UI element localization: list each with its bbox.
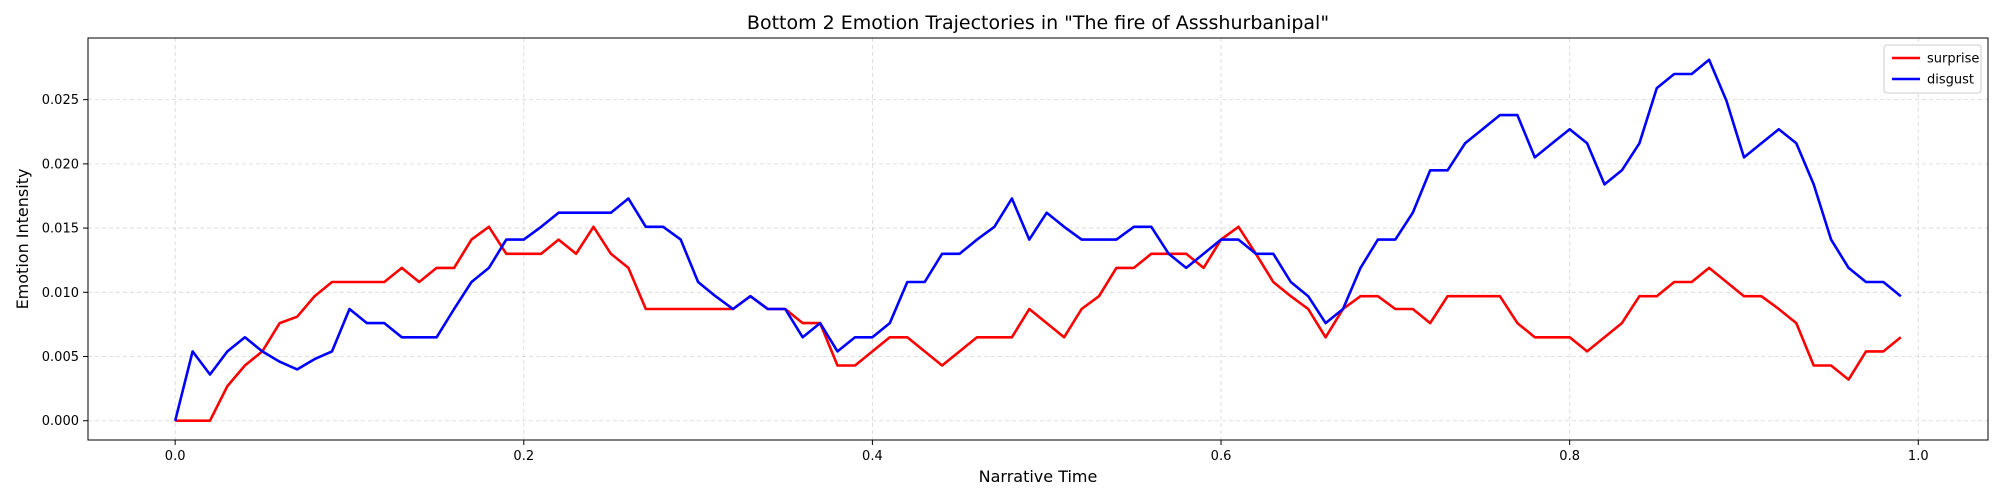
y-tick-label: 0.000 [42,414,79,429]
legend-label-disgust: disgust [1927,73,1974,88]
y-tick-label: 0.025 [42,93,79,108]
y-axis: 0.000 0.005 0.010 0.015 0.020 0.025 [42,93,88,429]
y-tick-label: 0.005 [42,350,79,365]
chart-title: Bottom 2 Emotion Trajectories in "The fi… [747,12,1329,34]
grid [88,38,1988,440]
legend-label-surprise: surprise [1927,52,1979,67]
x-tick-label: 0.0 [165,449,186,464]
y-tick-label: 0.015 [42,222,79,237]
x-tick-label: 1.0 [1908,449,1929,464]
series-line-surprise [175,225,1902,423]
y-tick-label: 0.010 [42,286,79,301]
series-line-disgust [173,58,1902,422]
x-tick-label: 0.2 [513,449,534,464]
y-axis-label: Emotion Intensity [13,169,32,310]
x-tick-label: 0.8 [1559,449,1580,464]
x-axis: 0.0 0.2 0.4 0.6 0.8 1.0 [165,440,1929,464]
plot-frame [87,37,1989,441]
y-tick-label: 0.020 [42,157,79,172]
x-tick-label: 0.6 [1211,449,1232,464]
x-tick-label: 0.4 [862,449,883,464]
legend: surprise disgust [1883,44,1982,94]
x-axis-label: Narrative Time [979,467,1098,486]
series-group [173,58,1902,423]
